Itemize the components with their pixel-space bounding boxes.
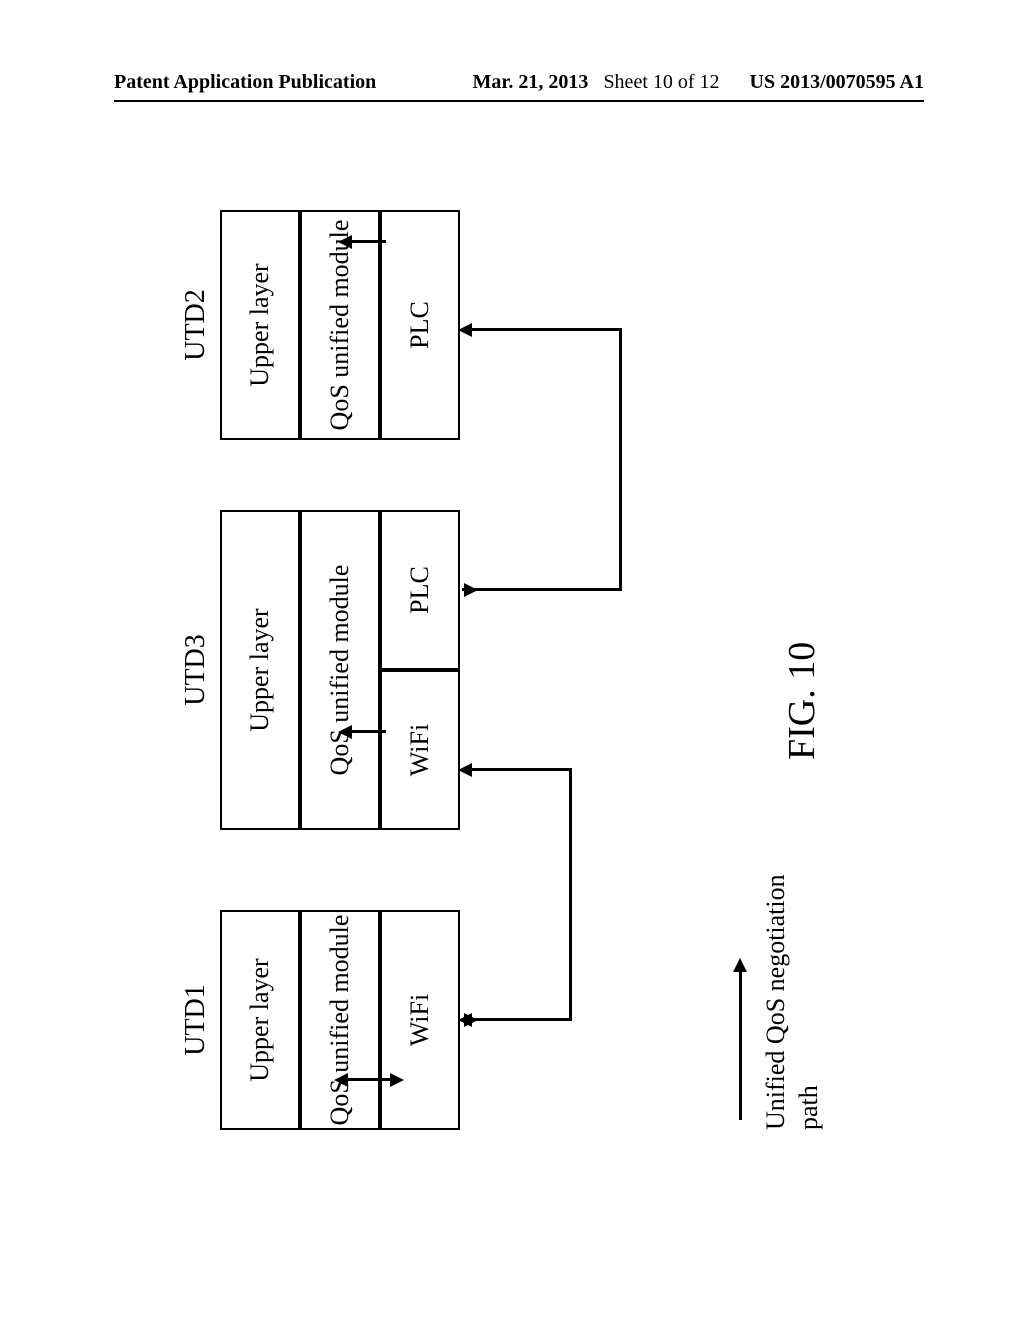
utd3-phy-wifi: WiFi bbox=[380, 670, 460, 830]
header-right: Mar. 21, 2013 Sheet 10 of 12 US 2013/007… bbox=[473, 71, 924, 94]
arrowhead-down-icon bbox=[390, 1073, 404, 1087]
publication-date: Mar. 21, 2013 bbox=[473, 71, 589, 93]
figure-rotated-canvas: UTD1 Upper layer QoS unified module WiFi… bbox=[80, 180, 920, 1200]
device-title-utd1: UTD1 bbox=[180, 910, 212, 1130]
arrowhead-up-icon bbox=[334, 1073, 348, 1087]
arrowhead-right-icon bbox=[733, 958, 747, 972]
sheet-number: Sheet 10 of 12 bbox=[603, 71, 719, 93]
page-header: Patent Application Publication Mar. 21, … bbox=[114, 62, 924, 102]
utd3-qos-module: QoS unified module bbox=[300, 510, 380, 830]
utd1-qos-module: QoS unified module bbox=[300, 910, 380, 1130]
arrowhead-up-icon bbox=[338, 725, 352, 739]
arrowhead-down-icon bbox=[464, 583, 478, 597]
utd3-phy-plc: PLC bbox=[380, 510, 460, 670]
utd2-phy-plc: PLC bbox=[380, 210, 460, 440]
utd3-upper-layer: Upper layer bbox=[220, 510, 300, 830]
arrowhead-up-icon bbox=[458, 323, 472, 337]
arrowhead-down-icon bbox=[464, 1013, 478, 1027]
device-title-utd2: UTD2 bbox=[180, 210, 212, 440]
utd1-upper-layer: Upper layer bbox=[220, 910, 300, 1130]
arrowhead-up-icon bbox=[458, 763, 472, 777]
publication-number: US 2013/0070595 A1 bbox=[750, 71, 924, 93]
utd2-upper-layer: Upper layer bbox=[220, 210, 300, 440]
device-title-utd3: UTD3 bbox=[180, 510, 212, 830]
utd1-phy-wifi: WiFi bbox=[380, 910, 460, 1130]
patent-page: Patent Application Publication Mar. 21, … bbox=[0, 0, 1024, 1320]
arrowhead-up-icon bbox=[338, 235, 352, 249]
figure-container: UTD1 Upper layer QoS unified module WiFi… bbox=[80, 180, 920, 1200]
legend-label: Unified QoS negotiation path bbox=[760, 870, 825, 1130]
figure-caption: FIG. 10 bbox=[780, 642, 824, 760]
publication-type: Patent Application Publication bbox=[114, 71, 376, 94]
